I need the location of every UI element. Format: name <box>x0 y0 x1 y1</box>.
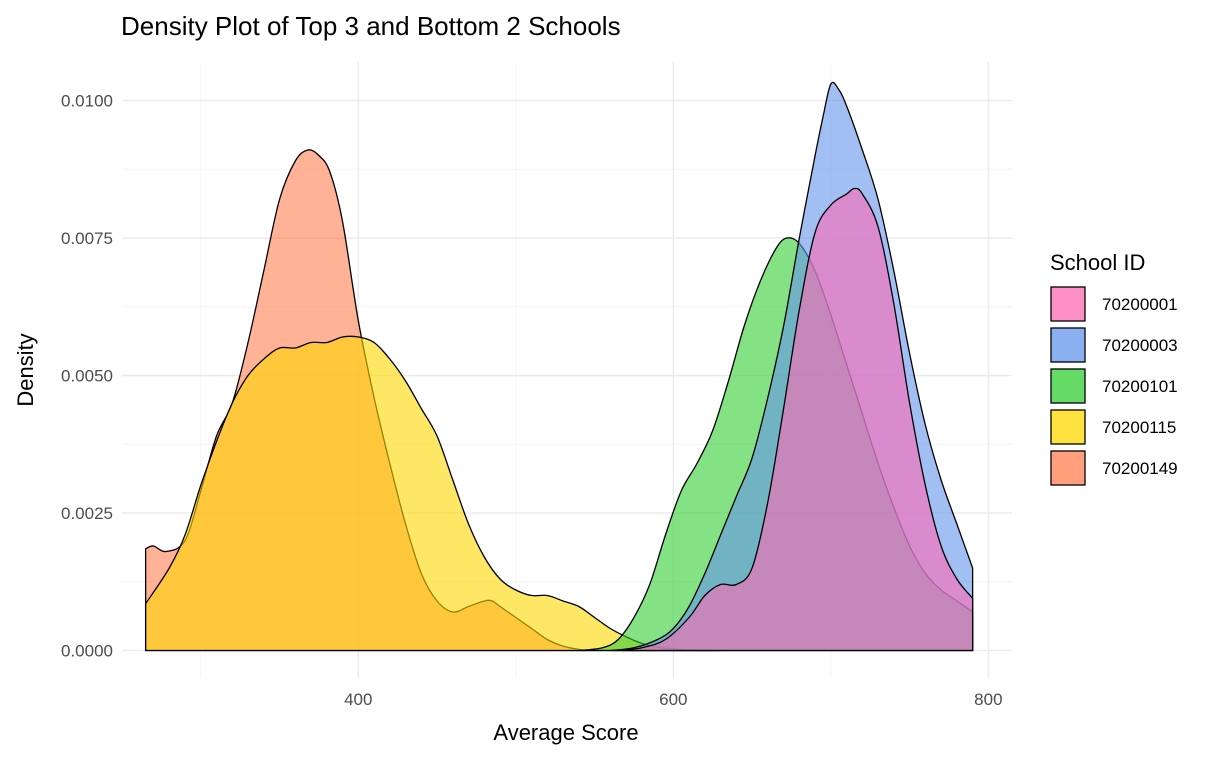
y-tick-label: 0.0000 <box>61 642 113 661</box>
y-tick-label: 0.0050 <box>61 367 113 386</box>
legend-title: School ID <box>1050 250 1145 275</box>
density-area-70200115 <box>144 335 722 652</box>
legend-swatch-70200101 <box>1050 368 1086 404</box>
density-areas <box>144 81 974 652</box>
legend-swatch-70200001 <box>1050 286 1086 322</box>
legend-label-70200149: 70200149 <box>1102 459 1178 478</box>
chart-title: Density Plot of Top 3 and Bottom 2 Schoo… <box>121 11 621 41</box>
x-axis-ticks: 400 600 800 <box>344 690 1002 709</box>
legend-swatch-70200003 <box>1050 327 1086 363</box>
y-axis-label: Density <box>13 333 38 406</box>
legend-label-70200001: 70200001 <box>1102 295 1178 314</box>
legend-label-70200003: 70200003 <box>1102 336 1178 355</box>
x-tick-label: 600 <box>659 690 687 709</box>
y-axis-ticks: 0.0000 0.0025 0.0050 0.0075 0.0100 <box>61 92 113 661</box>
y-tick-label: 0.0025 <box>61 504 113 523</box>
legend-swatch-70200115 <box>1050 409 1086 445</box>
legend-swatch-70200149 <box>1050 450 1086 486</box>
y-tick-label: 0.0100 <box>61 92 113 111</box>
y-tick-label: 0.0075 <box>61 229 113 248</box>
density-area-70200001 <box>617 187 974 652</box>
legend: School ID 70200001 70200003 70200101 702001… <box>1050 250 1178 486</box>
x-axis-label: Average Score <box>493 720 638 745</box>
legend-label-70200101: 70200101 <box>1102 377 1178 396</box>
x-tick-label: 400 <box>344 690 372 709</box>
x-tick-label: 800 <box>974 690 1002 709</box>
legend-label-70200115: 70200115 <box>1102 418 1176 437</box>
